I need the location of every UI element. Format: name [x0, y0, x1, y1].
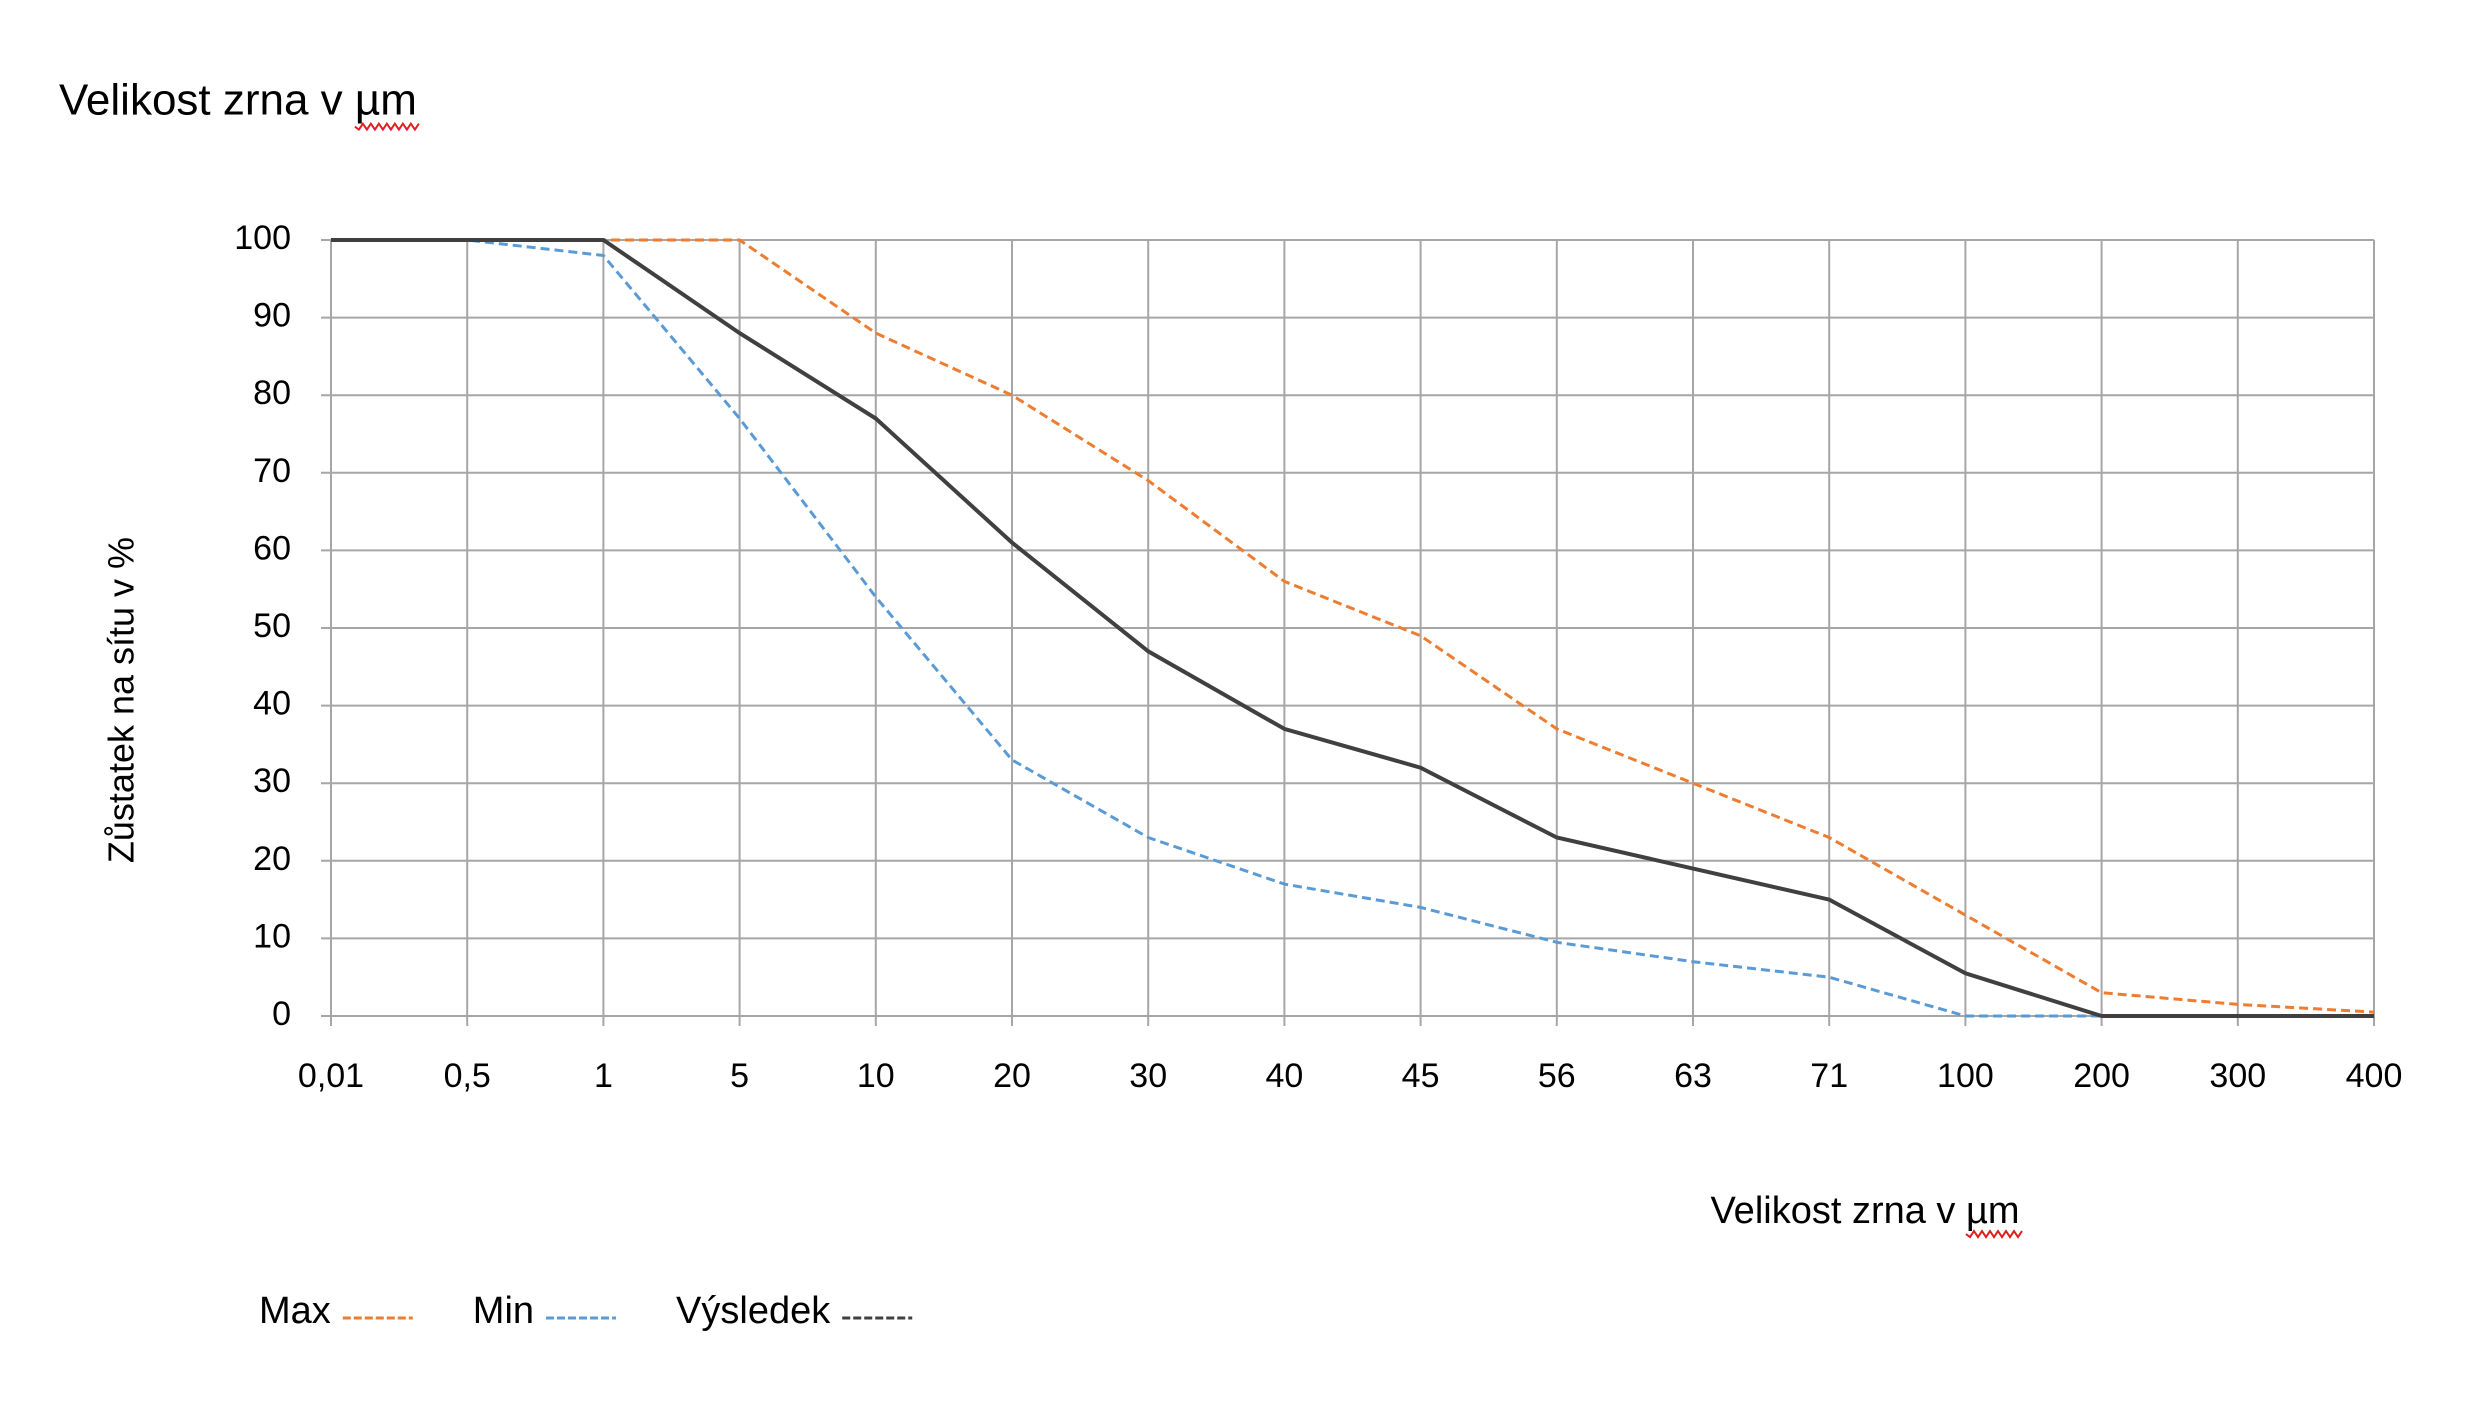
x-tick-label: 71 — [1810, 1057, 1848, 1095]
y-tick-label: 20 — [253, 840, 291, 878]
x-tick-label: 20 — [993, 1057, 1031, 1095]
x-tick-label: 63 — [1674, 1057, 1712, 1095]
y-tick-label: 70 — [253, 452, 291, 490]
y-axis-label: Zůstatek na sítu v % — [101, 537, 142, 863]
legend-label: Výsledek — [676, 1290, 831, 1332]
x-axis-label: Velikost zrna v µm — [1710, 1190, 2019, 1232]
x-tick-label: 300 — [2209, 1057, 2266, 1095]
y-tick-label: 30 — [253, 762, 291, 800]
data-line — [331, 238, 2374, 1018]
legend-label: Max — [259, 1290, 331, 1332]
x-tick-label: 1 — [594, 1057, 613, 1095]
data-line — [331, 238, 2375, 1014]
x-tick-label: 400 — [2346, 1057, 2403, 1095]
x-tick-label: 10 — [857, 1057, 895, 1095]
x-tick-label: 0,5 — [444, 1057, 491, 1095]
data-line — [331, 238, 2374, 1018]
x-tick-label: 40 — [1265, 1057, 1303, 1095]
y-tick-label: 0 — [272, 995, 291, 1033]
x-tick-label: 56 — [1538, 1057, 1576, 1095]
x-tick-label: 100 — [1937, 1057, 1994, 1095]
y-tick-label: 50 — [253, 607, 291, 645]
y-tick-label: 90 — [253, 297, 291, 335]
x-tick-label: 30 — [1129, 1057, 1167, 1095]
spellcheck-underline — [1965, 1229, 2023, 1239]
x-tick-label: 45 — [1402, 1057, 1440, 1095]
y-tick-label: 100 — [234, 219, 291, 257]
x-tick-label: 0,01 — [298, 1057, 364, 1095]
x-tick-label: 5 — [730, 1057, 749, 1095]
y-tick-label: 40 — [253, 685, 291, 723]
y-tick-label: 60 — [253, 529, 291, 567]
spellcheck-underline — [354, 121, 420, 132]
chart-title: Velikost zrna v µm — [59, 76, 417, 125]
y-tick-label: 80 — [253, 374, 291, 412]
x-tick-label: 200 — [2073, 1057, 2130, 1095]
y-tick-label: 10 — [253, 917, 291, 955]
legend-label: Min — [473, 1290, 534, 1332]
